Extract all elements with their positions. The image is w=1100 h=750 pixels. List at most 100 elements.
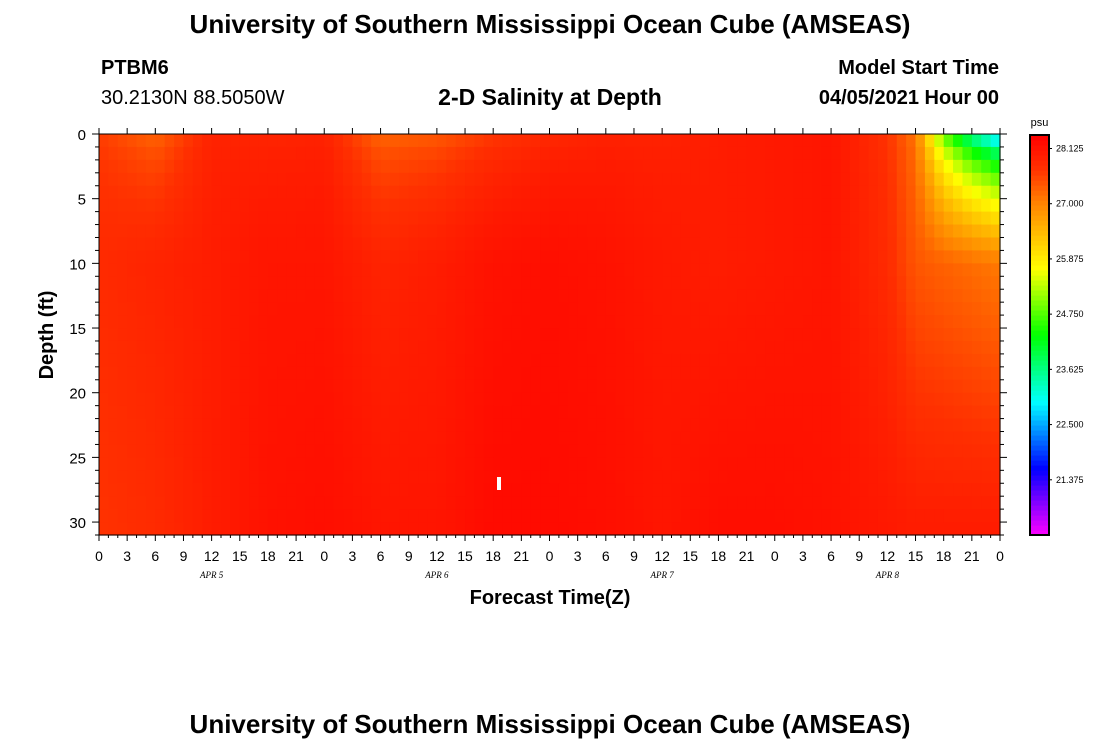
heatmap-cell	[971, 159, 982, 174]
heatmap-cell	[793, 185, 804, 200]
heatmap-cell	[221, 509, 231, 523]
heatmap-cell	[249, 509, 260, 523]
heatmap-cell	[202, 146, 213, 161]
heatmap-cell	[192, 366, 203, 381]
heatmap-cell	[662, 302, 673, 316]
heatmap-cell	[427, 405, 438, 420]
heatmap-cell	[286, 211, 297, 226]
heatmap-cell	[502, 483, 513, 497]
heatmap-cell	[371, 457, 382, 471]
heatmap-cell	[793, 237, 804, 252]
heatmap-cell	[971, 470, 982, 484]
heatmap-cell	[981, 405, 992, 420]
heatmap-cell	[615, 159, 626, 174]
heatmap-cell	[127, 134, 138, 148]
heatmap-cell	[558, 509, 569, 523]
heatmap-cell	[305, 509, 316, 523]
heatmap-cell	[615, 366, 626, 381]
heatmap-cell	[831, 496, 842, 510]
heatmap-cell	[164, 405, 175, 420]
heatmap-cell	[633, 522, 644, 536]
heatmap-cell	[737, 392, 748, 407]
heatmap-cell	[859, 250, 870, 264]
heatmap-cell	[605, 315, 616, 329]
heatmap-cell	[812, 263, 823, 277]
heatmap-cell	[971, 366, 982, 381]
heatmap-cell	[868, 405, 879, 420]
heatmap-cell	[680, 522, 691, 536]
heatmap-cell	[859, 211, 870, 226]
heatmap-cell	[680, 328, 691, 342]
heatmap-cell	[755, 315, 766, 329]
heatmap-cell	[267, 250, 278, 264]
heatmap-cell	[455, 146, 466, 161]
heatmap-cell	[737, 457, 748, 471]
heatmap-cell	[924, 211, 935, 226]
heatmap-cell	[821, 431, 832, 446]
heatmap-cell	[258, 211, 269, 226]
heatmap-cell	[821, 224, 832, 239]
heatmap-cell	[709, 405, 720, 420]
heatmap-cell	[530, 237, 541, 252]
heatmap-cell	[155, 237, 166, 252]
heatmap-cell	[727, 470, 738, 484]
heatmap-cell	[399, 211, 410, 226]
colorbar-segment	[1030, 185, 1049, 191]
heatmap-cell	[493, 302, 504, 316]
heatmap-cell	[962, 185, 973, 200]
heatmap-cell	[877, 159, 888, 174]
heatmap-cell	[821, 134, 832, 148]
heatmap-cell	[211, 211, 222, 226]
heatmap-cell	[596, 211, 607, 226]
heatmap-cell	[174, 134, 185, 148]
heatmap-cell	[127, 431, 138, 446]
heatmap-cell	[117, 250, 128, 264]
heatmap-cell	[296, 302, 307, 316]
heatmap-cell	[587, 134, 598, 148]
heatmap-cell	[915, 431, 926, 446]
heatmap-cell	[136, 237, 147, 252]
heatmap-cell	[502, 211, 513, 226]
heatmap-cell	[981, 289, 992, 303]
heatmap-cell	[896, 276, 907, 290]
heatmap-cell	[427, 159, 438, 174]
heatmap-cell	[671, 470, 682, 484]
heatmap-cell	[755, 289, 766, 303]
heatmap-cell	[896, 496, 907, 510]
heatmap-cell	[418, 483, 429, 497]
heatmap-cell	[971, 509, 982, 523]
heatmap-cell	[418, 470, 429, 484]
heatmap-cell	[849, 418, 860, 433]
x-tick-label: 6	[827, 548, 835, 564]
heatmap-cell	[108, 509, 119, 523]
heatmap-cell	[662, 522, 673, 536]
heatmap-cell	[587, 457, 598, 471]
heatmap-cell	[286, 509, 297, 523]
heatmap-cell	[202, 444, 213, 458]
heatmap-cell	[389, 302, 400, 316]
heatmap-cell	[239, 302, 250, 316]
heatmap-cell	[990, 250, 1001, 264]
heatmap-cell	[831, 418, 842, 433]
heatmap-cell	[549, 392, 560, 407]
heatmap-cell	[746, 198, 757, 213]
heatmap-cell	[436, 198, 447, 213]
heatmap-cell	[446, 405, 457, 420]
heatmap-cell	[605, 198, 616, 213]
heatmap-cell	[849, 431, 860, 446]
heatmap-cell	[455, 379, 466, 394]
heatmap-cell	[324, 134, 335, 148]
heatmap-cell	[446, 289, 457, 303]
heatmap-cell	[239, 276, 250, 290]
heatmap-cell	[765, 276, 776, 290]
heatmap-cell	[305, 263, 316, 277]
heatmap-cell	[221, 263, 231, 277]
heatmap-cell	[812, 328, 823, 342]
heatmap-cell	[305, 302, 316, 316]
colorbar-segment	[1030, 335, 1049, 341]
heatmap-cell	[352, 470, 363, 484]
heatmap-cell	[211, 366, 222, 381]
heatmap-cell	[324, 198, 335, 213]
day-label: APR 7	[650, 570, 675, 580]
heatmap-cell	[174, 366, 185, 381]
